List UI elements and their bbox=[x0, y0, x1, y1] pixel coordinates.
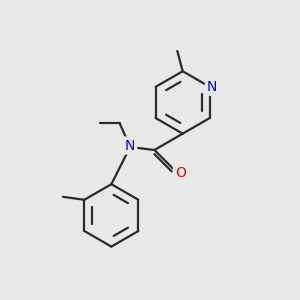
Text: O: O bbox=[175, 166, 186, 180]
Text: N: N bbox=[207, 80, 217, 94]
Text: N: N bbox=[125, 139, 135, 152]
